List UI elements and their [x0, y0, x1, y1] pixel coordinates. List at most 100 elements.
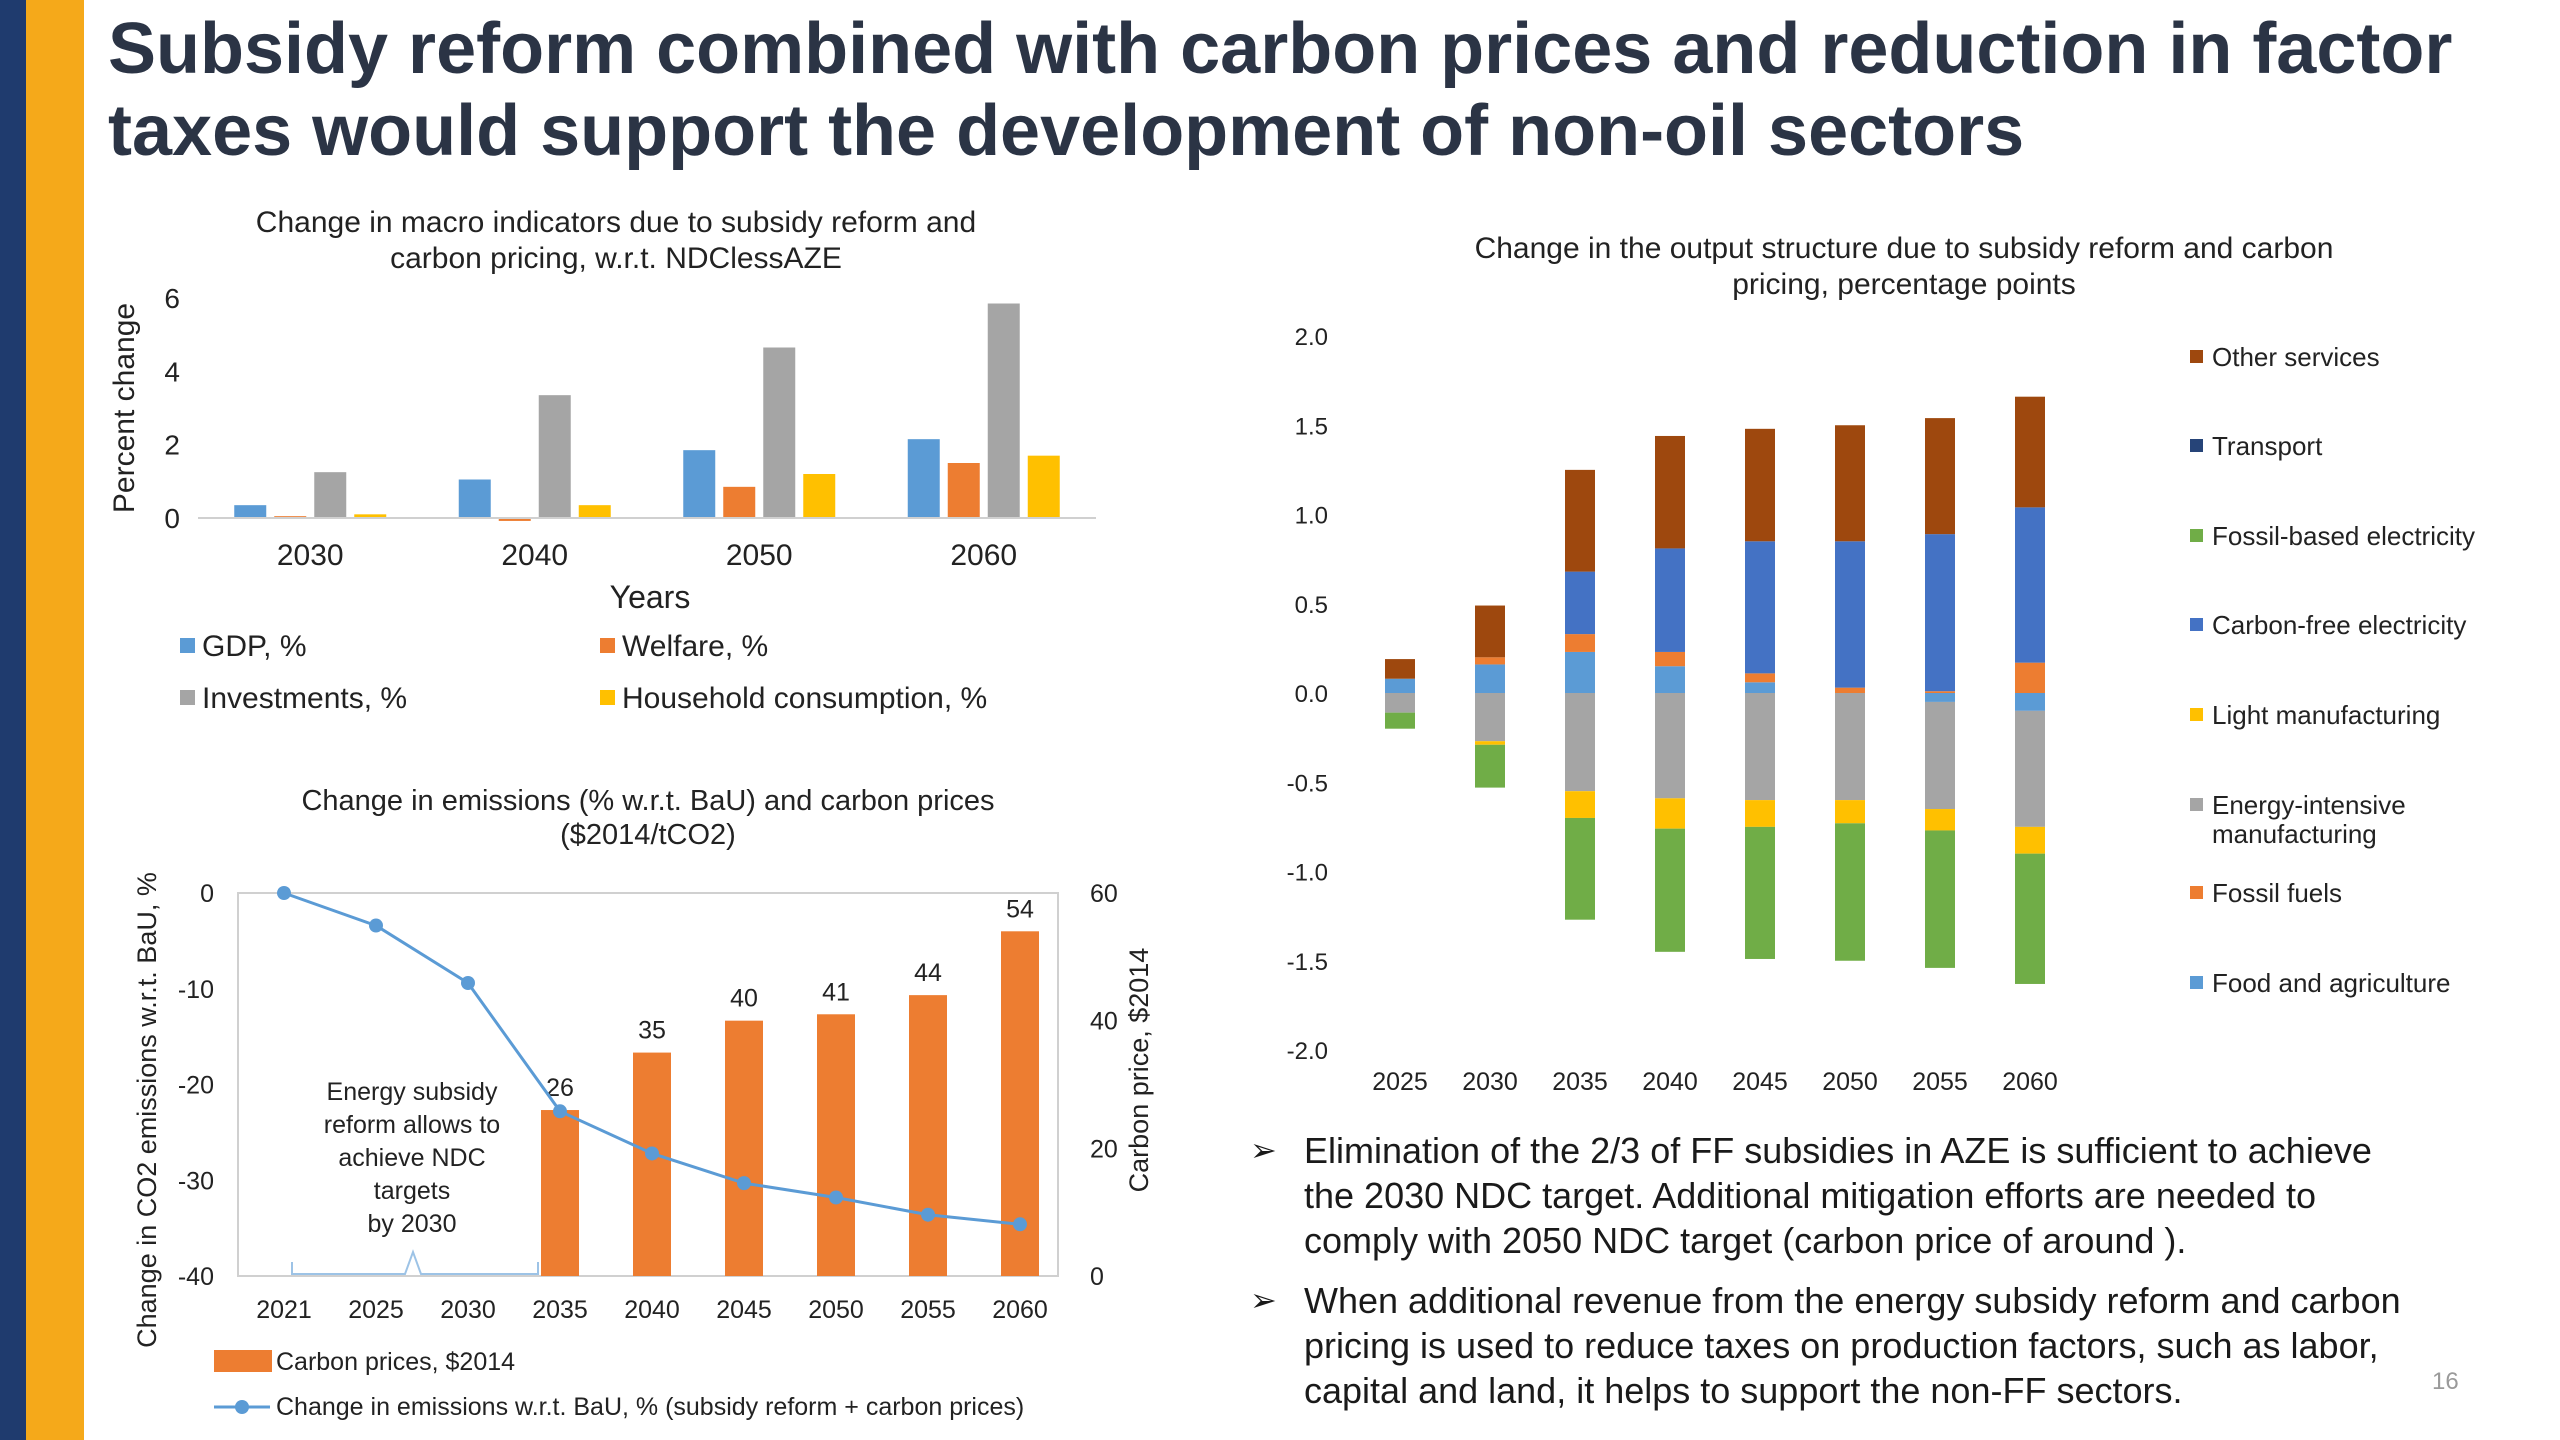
- bar: [234, 505, 267, 518]
- x-tick-label: 2060: [2002, 1068, 2058, 1096]
- legend-swatch: [2190, 886, 2203, 899]
- x-tick-label: 2045: [1732, 1068, 1788, 1096]
- stacked-bar-segment: [1745, 800, 1775, 827]
- x-tick-label: 2060: [992, 1296, 1048, 1324]
- stacked-bar-segment: [1745, 826, 1775, 959]
- stacked-bar-segment: [1385, 678, 1415, 693]
- x-tick-label: 2030: [277, 539, 344, 572]
- chart-title-line: Change in macro indicators due to subsid…: [256, 206, 976, 239]
- y-tick-label: 6: [164, 283, 180, 314]
- legend-label: Light manufacturing: [2212, 700, 2440, 730]
- legend-label: Food and agriculture: [2212, 968, 2450, 998]
- bar: [1027, 455, 1060, 518]
- bar: [987, 303, 1020, 518]
- bar: [538, 395, 571, 518]
- x-tick-label: 2055: [900, 1296, 956, 1324]
- legend-swatch: [180, 638, 195, 653]
- stacked-bar-segment: [1565, 651, 1595, 693]
- slide-title: Subsidy reform combined with carbon pric…: [108, 9, 2453, 171]
- y2-axis-label: Carbon price, $2014: [1124, 948, 1154, 1193]
- legend-label: manufacturing: [2212, 819, 2377, 849]
- legend-label: Transport: [2212, 431, 2323, 461]
- x-tick-label: 2050: [808, 1296, 864, 1324]
- annotation-text: by 2030: [368, 1210, 457, 1238]
- emissions-point: [1013, 1217, 1027, 1232]
- bar: [683, 450, 716, 518]
- stacked-bar-segment: [1565, 571, 1595, 635]
- chart-title-line: pricing, percentage points: [1732, 268, 2076, 301]
- bar-data-label: 35: [638, 1017, 666, 1045]
- legend-swatch: [2190, 529, 2203, 542]
- legend-label: Energy-intensive: [2212, 790, 2406, 820]
- stacked-bar-segment: [1745, 693, 1775, 801]
- annotation-text: targets: [374, 1177, 450, 1205]
- y-tick-label: -2.0: [1287, 1038, 1328, 1065]
- legend-swatch: [180, 690, 195, 705]
- bar: [947, 463, 980, 518]
- legend-label: Change in emissions w.r.t. BaU, % (subsi…: [276, 1393, 1024, 1421]
- stacked-bar-segment: [1385, 693, 1415, 713]
- chart-title-line: carbon pricing, w.r.t. NDClessAZE: [390, 242, 842, 275]
- bar: [578, 505, 611, 518]
- legend-marker: [235, 1400, 249, 1414]
- stacked-bar-segment: [1475, 664, 1505, 693]
- emissions-point: [553, 1104, 567, 1119]
- legend-swatch: [2190, 439, 2203, 452]
- x-tick-label: 2050: [1822, 1068, 1878, 1096]
- legend-label: Carbon prices, $2014: [276, 1348, 515, 1376]
- annotation-text: Energy subsidy: [327, 1078, 498, 1106]
- x-axis-label: Years: [610, 579, 691, 615]
- x-tick-label: 2035: [532, 1296, 588, 1324]
- legend-swatch: [214, 1350, 272, 1372]
- bar: [354, 514, 387, 518]
- annotation-text: reform allows to: [324, 1111, 500, 1139]
- y-tick-label: -1.0: [1287, 860, 1328, 887]
- y-tick-label: 1.0: [1295, 503, 1328, 530]
- stacked-bar-segment: [1835, 823, 1865, 961]
- x-tick-label: 2025: [348, 1296, 404, 1324]
- stacked-bar-segment: [1475, 741, 1505, 745]
- stacked-bar-segment: [1655, 651, 1685, 667]
- x-tick-label: 2040: [624, 1296, 680, 1324]
- emissions-point: [461, 976, 475, 991]
- stacked-bar-segment: [1745, 682, 1775, 693]
- stacked-bar-segment: [1655, 798, 1685, 829]
- y-tick-label: 2.0: [1295, 324, 1328, 351]
- x-tick-label: 2021: [256, 1296, 312, 1324]
- x-tick-label: 2025: [1372, 1068, 1428, 1096]
- stacked-bar-segment: [1475, 605, 1505, 658]
- legend-swatch: [2190, 618, 2203, 631]
- annotation-bracket: [291, 1249, 539, 1275]
- stacked-bar-segment: [1655, 666, 1685, 693]
- y-tick-label: 0.0: [1295, 681, 1328, 708]
- y2-tick-label: 20: [1090, 1135, 1118, 1163]
- bar-data-label: 40: [730, 985, 758, 1013]
- legend-swatch: [600, 690, 615, 705]
- stacked-bar-segment: [1565, 469, 1595, 572]
- y-tick-label: -0.5: [1287, 770, 1328, 797]
- annotation-text: achieve NDC: [338, 1144, 485, 1172]
- stacked-bar-segment: [1835, 800, 1865, 824]
- stacked-bar-segment: [2015, 507, 2045, 663]
- stacked-bar-segment: [1925, 691, 1955, 693]
- bar-data-label: 41: [822, 978, 850, 1006]
- stacked-bar-segment: [1655, 548, 1685, 652]
- stacked-bar-segment: [2015, 693, 2045, 711]
- legend-label: Investments, %: [202, 682, 407, 715]
- stacked-bar-segment: [1745, 541, 1775, 674]
- bar: [907, 439, 940, 518]
- y-tick-label: 0: [164, 503, 180, 534]
- legend-label: GDP, %: [202, 630, 307, 663]
- chart-title-line: Change in the output structure due to su…: [1475, 232, 2334, 265]
- emissions-point: [645, 1146, 659, 1161]
- carbon-price-bar: [725, 1020, 763, 1276]
- carbon-price-bar: [541, 1110, 579, 1276]
- stacked-bar-segment: [1565, 693, 1595, 792]
- x-tick-label: 2035: [1552, 1068, 1608, 1096]
- page-number: 16: [2432, 1368, 2459, 1395]
- stacked-bar-segment: [1565, 791, 1595, 818]
- y-axis-label: Change in CO2 emissions w.r.t. BaU, %: [132, 872, 162, 1348]
- bar: [458, 479, 491, 518]
- bar: [763, 347, 796, 518]
- emissions-point: [829, 1190, 843, 1205]
